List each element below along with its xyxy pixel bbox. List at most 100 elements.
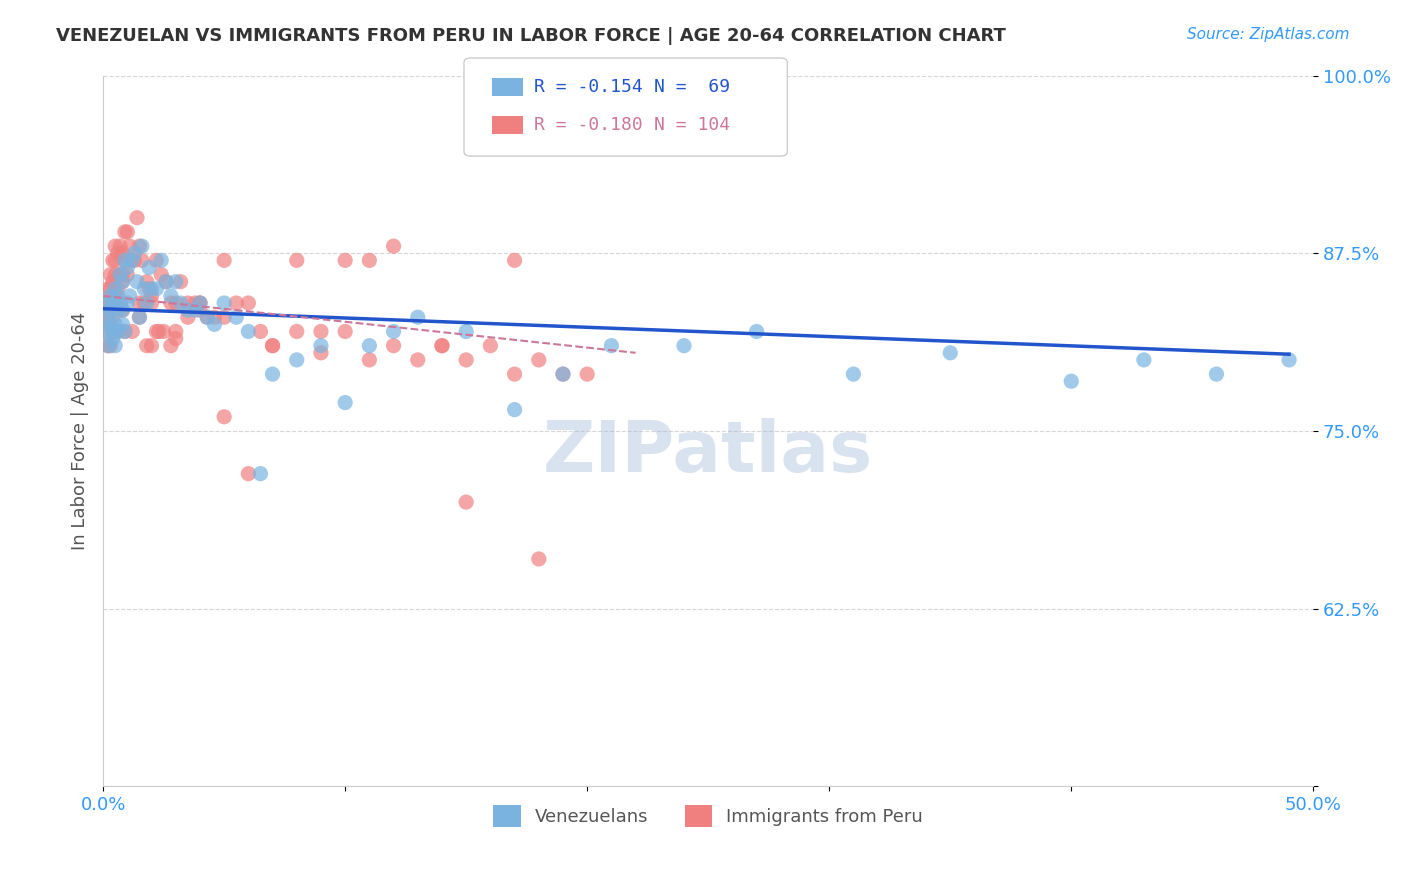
Venezuelans xyxy=(104,318,127,332)
Immigrants from Peru xyxy=(160,339,183,353)
Immigrants from Peru xyxy=(406,352,429,367)
Venezuelans xyxy=(238,325,260,339)
Immigrants from Peru xyxy=(309,325,332,339)
Immigrants from Peru xyxy=(104,325,127,339)
Immigrants from Peru xyxy=(121,325,143,339)
Immigrants from Peru xyxy=(94,310,117,325)
Venezuelans xyxy=(107,325,129,339)
Venezuelans xyxy=(97,339,120,353)
Immigrants from Peru xyxy=(145,253,167,268)
Immigrants from Peru xyxy=(107,296,129,310)
Venezuelans xyxy=(100,318,122,332)
Immigrants from Peru xyxy=(104,253,127,268)
Immigrants from Peru xyxy=(188,303,211,318)
Immigrants from Peru xyxy=(114,225,136,239)
Venezuelans xyxy=(141,282,163,296)
Immigrants from Peru xyxy=(188,296,211,310)
Immigrants from Peru xyxy=(160,296,183,310)
Venezuelans xyxy=(135,296,157,310)
Immigrants from Peru xyxy=(111,275,134,289)
Immigrants from Peru xyxy=(100,296,122,310)
Immigrants from Peru xyxy=(108,268,131,282)
Immigrants from Peru xyxy=(333,325,356,339)
Immigrants from Peru xyxy=(479,339,502,353)
Venezuelans xyxy=(188,296,211,310)
Immigrants from Peru xyxy=(249,325,271,339)
Immigrants from Peru xyxy=(94,296,117,310)
Venezuelans xyxy=(104,339,127,353)
Venezuelans xyxy=(114,253,136,268)
Immigrants from Peru xyxy=(285,253,308,268)
Immigrants from Peru xyxy=(359,352,381,367)
Immigrants from Peru xyxy=(165,332,187,346)
Venezuelans xyxy=(309,339,332,353)
Immigrants from Peru xyxy=(111,268,134,282)
Immigrants from Peru xyxy=(101,253,124,268)
Immigrants from Peru xyxy=(97,282,120,296)
Venezuelans xyxy=(212,296,235,310)
Immigrants from Peru xyxy=(108,296,131,310)
Venezuelans xyxy=(111,275,134,289)
Immigrants from Peru xyxy=(114,325,136,339)
Venezuelans xyxy=(145,282,167,296)
Immigrants from Peru xyxy=(212,409,235,424)
Venezuelans xyxy=(1278,352,1301,367)
Immigrants from Peru xyxy=(101,310,124,325)
Venezuelans xyxy=(359,339,381,353)
Immigrants from Peru xyxy=(100,318,122,332)
Venezuelans xyxy=(842,367,865,381)
Venezuelans xyxy=(117,260,139,275)
Venezuelans xyxy=(262,367,284,381)
Venezuelans xyxy=(1133,352,1156,367)
Venezuelans xyxy=(204,318,226,332)
Y-axis label: In Labor Force | Age 20-64: In Labor Force | Age 20-64 xyxy=(72,312,89,550)
Venezuelans xyxy=(100,303,122,318)
Venezuelans xyxy=(177,303,200,318)
Venezuelans xyxy=(551,367,574,381)
Immigrants from Peru xyxy=(104,289,127,303)
Venezuelans xyxy=(100,289,122,303)
Venezuelans xyxy=(97,310,120,325)
Venezuelans xyxy=(118,289,141,303)
Immigrants from Peru xyxy=(165,325,187,339)
Immigrants from Peru xyxy=(155,275,177,289)
Immigrants from Peru xyxy=(212,310,235,325)
Immigrants from Peru xyxy=(128,310,150,325)
Venezuelans xyxy=(117,296,139,310)
Immigrants from Peru xyxy=(382,339,405,353)
Venezuelans xyxy=(745,325,768,339)
Immigrants from Peru xyxy=(333,253,356,268)
Text: N =  69: N = 69 xyxy=(654,78,730,96)
Immigrants from Peru xyxy=(150,268,173,282)
Venezuelans xyxy=(160,289,183,303)
Immigrants from Peru xyxy=(101,325,124,339)
Venezuelans xyxy=(104,282,127,296)
Venezuelans xyxy=(382,325,405,339)
Venezuelans xyxy=(125,275,148,289)
Immigrants from Peru xyxy=(141,289,163,303)
Immigrants from Peru xyxy=(97,339,120,353)
Immigrants from Peru xyxy=(177,310,200,325)
Immigrants from Peru xyxy=(238,296,260,310)
Immigrants from Peru xyxy=(114,253,136,268)
Immigrants from Peru xyxy=(141,296,163,310)
Text: N = 104: N = 104 xyxy=(654,116,730,134)
Immigrants from Peru xyxy=(382,239,405,253)
Immigrants from Peru xyxy=(456,352,478,367)
Immigrants from Peru xyxy=(117,225,139,239)
Immigrants from Peru xyxy=(576,367,599,381)
Venezuelans xyxy=(184,303,207,318)
Venezuelans xyxy=(406,310,429,325)
Venezuelans xyxy=(107,303,129,318)
Immigrants from Peru xyxy=(527,352,550,367)
Venezuelans xyxy=(131,239,153,253)
Venezuelans xyxy=(672,339,695,353)
Immigrants from Peru xyxy=(131,253,153,268)
Immigrants from Peru xyxy=(117,268,139,282)
Venezuelans xyxy=(101,296,124,310)
Immigrants from Peru xyxy=(107,282,129,296)
Immigrants from Peru xyxy=(212,253,235,268)
Venezuelans xyxy=(111,303,134,318)
Immigrants from Peru xyxy=(152,325,174,339)
Immigrants from Peru xyxy=(128,296,150,310)
